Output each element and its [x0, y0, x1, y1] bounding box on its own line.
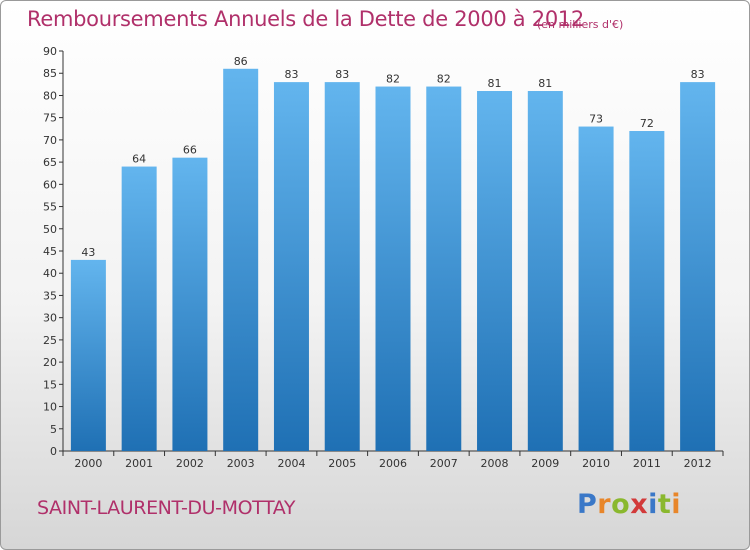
- y-tick-label: 55: [43, 201, 57, 214]
- y-tick-label: 80: [43, 89, 57, 102]
- y-tick-label: 65: [43, 156, 57, 169]
- value-label-2003: 86: [234, 55, 248, 68]
- y-tick-label: 25: [43, 334, 57, 347]
- x-tick-label-2012: 2012: [684, 457, 712, 470]
- y-tick-label: 20: [43, 356, 57, 369]
- y-tick-label: 40: [43, 267, 57, 280]
- x-tick-label-2007: 2007: [430, 457, 458, 470]
- y-tick-label: 75: [43, 112, 57, 125]
- unit-label: (en milliers d'€): [537, 18, 624, 31]
- bar-2012: [680, 82, 716, 451]
- logo-letter: P: [577, 489, 598, 520]
- y-tick-label: 15: [43, 378, 57, 391]
- value-label-2005: 83: [335, 68, 349, 81]
- x-tick-label-2003: 2003: [227, 457, 255, 470]
- x-tick-label-2006: 2006: [379, 457, 407, 470]
- y-tick-label: 35: [43, 289, 57, 302]
- x-tick-label-2010: 2010: [582, 457, 610, 470]
- y-tick-label: 5: [50, 423, 57, 436]
- x-axis-ticks: 2000 2001 2002 2003 2004 2005 2006 2007 2008 2009…: [62, 451, 724, 470]
- y-tick-label: 45: [43, 245, 57, 258]
- x-tick-label-2009: 2009: [531, 457, 559, 470]
- bar-2000: [70, 259, 106, 451]
- bar-2008: [477, 91, 513, 451]
- x-tick-label-2004: 2004: [277, 457, 305, 470]
- logo-letter: o: [611, 489, 631, 520]
- value-label-2009: 81: [538, 77, 552, 90]
- x-tick-label-2008: 2008: [481, 457, 509, 470]
- y-tick-label: 85: [43, 67, 57, 80]
- value-labels: 43 64 66 86 83 83 82 82 81 81 73 72 83: [81, 55, 704, 259]
- y-tick-label: 70: [43, 134, 57, 147]
- y-tick-label: 90: [43, 45, 57, 58]
- x-tick-label-2000: 2000: [74, 457, 102, 470]
- chart-title: Remboursements Annuels de la Dette de 20…: [27, 7, 584, 31]
- y-tick-label: 10: [43, 401, 57, 414]
- bar-2011: [629, 131, 665, 451]
- y-axis-ticks: 0 5 10 15 20 25 30 35 40 45 50 55 60 65 70 75 80 85 90: [43, 45, 63, 458]
- x-tick-label-2011: 2011: [633, 457, 661, 470]
- logo-letter: x: [630, 489, 649, 520]
- x-tick-label-2001: 2001: [125, 457, 153, 470]
- bars: [70, 68, 716, 452]
- bar-2003: [223, 68, 259, 452]
- value-label-2011: 72: [640, 117, 654, 130]
- x-tick-label-2002: 2002: [176, 457, 204, 470]
- value-label-2006: 82: [386, 73, 400, 86]
- x-tick-label-2005: 2005: [328, 457, 356, 470]
- value-label-2007: 82: [437, 73, 451, 86]
- bar-2009: [527, 91, 563, 451]
- bar-2007: [426, 86, 462, 452]
- commune-name: SAINT-LAURENT-DU-MOTTAY: [37, 497, 296, 519]
- proxiti-logo: Proxiti: [577, 489, 681, 520]
- value-label-2010: 73: [589, 113, 603, 126]
- logo-letter: i: [648, 489, 658, 520]
- logo-letter: r: [597, 489, 612, 520]
- bar-2001: [121, 166, 157, 452]
- value-label-2000: 43: [81, 246, 95, 259]
- y-tick-label: 50: [43, 223, 57, 236]
- bar-2010: [578, 126, 614, 452]
- bar-2005: [324, 82, 360, 451]
- logo-letter: t: [657, 489, 672, 520]
- value-label-2002: 66: [183, 144, 197, 157]
- bar-2004: [273, 82, 309, 451]
- bar-chart: 0 5 10 15 20 25 30 35 40 45 50 55 60 65 70 75 80 85 90 43 6…: [43, 45, 724, 470]
- value-label-2001: 64: [132, 153, 146, 166]
- y-tick-label: 0: [50, 445, 57, 458]
- bar-2006: [375, 86, 411, 452]
- value-label-2004: 83: [284, 68, 298, 81]
- value-label-2012: 83: [691, 68, 705, 81]
- bar-2002: [172, 157, 208, 451]
- y-tick-label: 30: [43, 312, 57, 325]
- logo-letter: i: [671, 489, 682, 520]
- value-label-2008: 81: [488, 77, 502, 90]
- y-tick-label: 60: [43, 178, 57, 191]
